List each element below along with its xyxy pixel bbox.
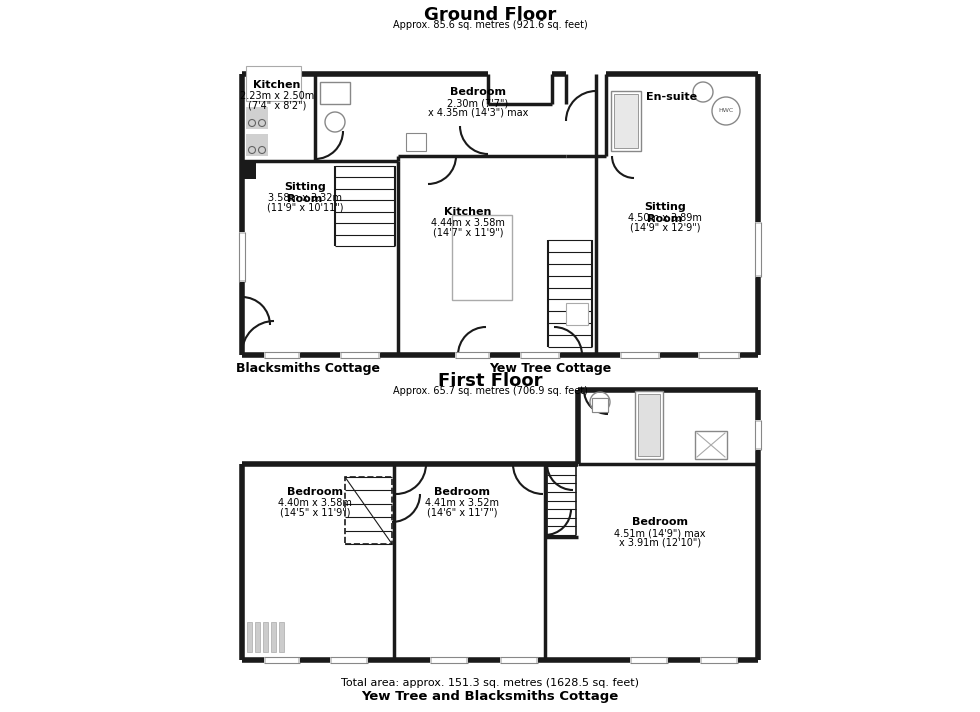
Bar (406, 133, 426, 151)
Text: (7'4" x 8'2"): (7'4" x 8'2") (248, 100, 306, 110)
Text: Total area: approx. 151.3 sq. metres (1628.5 sq. feet): Total area: approx. 151.3 sq. metres (16… (341, 678, 639, 688)
Text: 4.51m (14'9") max: 4.51m (14'9") max (614, 528, 706, 538)
Bar (520, 352, 560, 358)
Bar (345, 477, 392, 544)
Bar (266, 657, 298, 663)
Bar (430, 657, 468, 663)
Bar (455, 352, 490, 358)
Bar (700, 352, 738, 358)
Text: (14'6" x 11'7"): (14'6" x 11'7") (426, 507, 497, 518)
Text: (14'9" x 12'9"): (14'9" x 12'9") (630, 222, 701, 232)
Bar (320, 82, 350, 104)
Bar (264, 657, 300, 663)
Bar (695, 431, 727, 459)
Bar (755, 222, 761, 277)
Text: Approx. 65.7 sq. metres (706.9 sq. feet): Approx. 65.7 sq. metres (706.9 sq. feet) (393, 386, 587, 396)
Bar (271, 622, 276, 652)
Bar (566, 303, 588, 325)
Bar (632, 657, 666, 663)
Bar (755, 224, 761, 275)
Text: Blacksmiths Cottage: Blacksmiths Cottage (236, 362, 380, 375)
Bar (700, 657, 738, 663)
Text: Kitchen: Kitchen (253, 80, 301, 90)
Bar (702, 657, 736, 663)
Text: x 4.35m (14'3") max: x 4.35m (14'3") max (428, 108, 528, 117)
Bar (614, 94, 638, 148)
Text: 4.41m x 3.52m: 4.41m x 3.52m (425, 498, 499, 508)
Bar (432, 657, 466, 663)
Text: Sitting
Room: Sitting Room (644, 202, 686, 224)
Bar (340, 352, 380, 358)
Bar (500, 657, 538, 663)
Bar (242, 74, 758, 355)
Text: Bedroom: Bedroom (434, 487, 490, 497)
Bar (592, 398, 608, 412)
Bar (244, 163, 256, 179)
Bar (242, 464, 758, 660)
Bar (246, 66, 301, 101)
Bar (264, 352, 300, 358)
Text: Bedroom: Bedroom (632, 517, 688, 527)
Bar (263, 622, 268, 652)
Text: 4.44m x 3.58m: 4.44m x 3.58m (431, 218, 505, 229)
Bar (279, 622, 284, 652)
Text: Kitchen: Kitchen (444, 207, 492, 217)
Text: 4.40m x 3.58m: 4.40m x 3.58m (278, 498, 352, 508)
Bar (342, 352, 378, 358)
Text: (14'7" x 11'9"): (14'7" x 11'9") (433, 227, 504, 237)
Bar (239, 232, 245, 282)
Text: Approx. 85.6 sq. metres (921.6 sq. feet): Approx. 85.6 sq. metres (921.6 sq. feet) (393, 20, 587, 30)
Bar (611, 91, 641, 151)
Bar (452, 215, 512, 300)
Bar (255, 622, 260, 652)
Bar (247, 622, 252, 652)
Bar (638, 394, 660, 456)
Text: Sitting
Room: Sitting Room (284, 182, 326, 204)
Bar (620, 352, 660, 358)
Text: Yew Tree Cottage: Yew Tree Cottage (489, 362, 612, 375)
Text: Yew Tree and Blacksmiths Cottage: Yew Tree and Blacksmiths Cottage (362, 690, 618, 703)
Text: 3.58m x 3.32m: 3.58m x 3.32m (268, 193, 342, 203)
Text: Bedroom: Bedroom (287, 487, 343, 497)
Bar (698, 352, 740, 358)
Text: HWC: HWC (718, 108, 734, 113)
Bar (622, 352, 658, 358)
Text: 4.50m x 3.89m: 4.50m x 3.89m (628, 213, 702, 223)
Bar (578, 390, 758, 464)
Bar (246, 107, 268, 129)
Bar (330, 657, 368, 663)
Text: (14'5" x 11'9"): (14'5" x 11'9") (279, 507, 350, 518)
Bar (630, 657, 668, 663)
Text: (11'9" x 10'11"): (11'9" x 10'11") (267, 202, 343, 212)
Bar (755, 422, 761, 448)
Text: Ground Floor: Ground Floor (424, 6, 556, 24)
Text: x 3.91m (12'10"): x 3.91m (12'10") (619, 538, 701, 548)
Bar (457, 352, 488, 358)
Bar (332, 657, 366, 663)
Text: 2.30m (7'7"): 2.30m (7'7") (448, 98, 509, 108)
Bar (266, 352, 298, 358)
Text: Bedroom: Bedroom (450, 87, 506, 97)
Text: 2.23m x 2.50m: 2.23m x 2.50m (240, 91, 315, 101)
Text: En-suite: En-suite (647, 92, 698, 102)
Text: First Floor: First Floor (438, 372, 542, 390)
Bar (635, 391, 663, 459)
Bar (239, 234, 245, 280)
Bar (502, 657, 536, 663)
Bar (522, 352, 558, 358)
Bar (755, 420, 761, 450)
Bar (246, 134, 268, 156)
